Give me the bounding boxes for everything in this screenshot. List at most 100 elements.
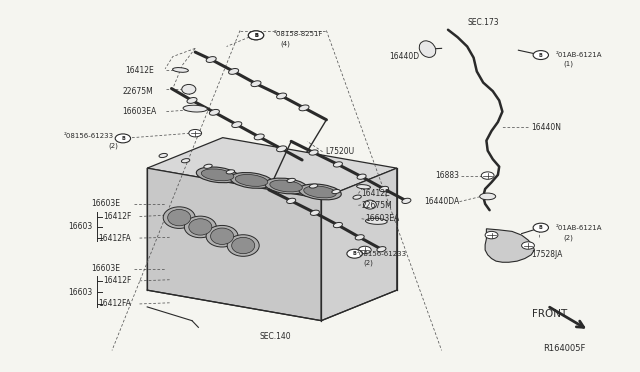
Ellipse shape bbox=[206, 225, 238, 247]
Text: (2): (2) bbox=[563, 234, 573, 241]
Text: R164005F: R164005F bbox=[543, 344, 585, 353]
Circle shape bbox=[533, 51, 548, 60]
Ellipse shape bbox=[163, 207, 195, 228]
Ellipse shape bbox=[226, 170, 235, 174]
Ellipse shape bbox=[356, 185, 371, 189]
Text: ²08158-8251F: ²08158-8251F bbox=[274, 31, 323, 37]
Polygon shape bbox=[147, 138, 397, 199]
Ellipse shape bbox=[332, 189, 340, 194]
Text: 16440DA: 16440DA bbox=[424, 197, 460, 206]
Text: 16603EA: 16603EA bbox=[365, 214, 399, 223]
Text: 16603EA: 16603EA bbox=[122, 107, 157, 116]
Ellipse shape bbox=[353, 195, 362, 199]
Polygon shape bbox=[485, 229, 534, 262]
Ellipse shape bbox=[159, 153, 168, 158]
Ellipse shape bbox=[377, 247, 386, 252]
Ellipse shape bbox=[276, 93, 287, 99]
Text: B: B bbox=[254, 33, 258, 38]
Ellipse shape bbox=[355, 235, 364, 240]
Ellipse shape bbox=[211, 228, 234, 244]
Ellipse shape bbox=[202, 169, 234, 181]
Ellipse shape bbox=[230, 173, 273, 188]
Ellipse shape bbox=[299, 184, 341, 200]
Ellipse shape bbox=[168, 209, 191, 226]
Text: L7520U: L7520U bbox=[325, 147, 355, 156]
Text: 16603: 16603 bbox=[68, 288, 93, 296]
Text: B: B bbox=[353, 251, 356, 256]
Ellipse shape bbox=[333, 222, 342, 228]
Ellipse shape bbox=[310, 210, 319, 215]
Circle shape bbox=[481, 172, 494, 179]
Text: 16440N: 16440N bbox=[531, 123, 561, 132]
Text: 16412E: 16412E bbox=[362, 189, 390, 198]
Ellipse shape bbox=[276, 146, 287, 152]
Ellipse shape bbox=[299, 105, 309, 111]
Text: (2): (2) bbox=[109, 142, 118, 149]
Text: B: B bbox=[539, 225, 543, 230]
Ellipse shape bbox=[232, 237, 255, 254]
Ellipse shape bbox=[419, 41, 436, 57]
Ellipse shape bbox=[304, 186, 336, 198]
Text: 16412E: 16412E bbox=[125, 66, 154, 75]
Circle shape bbox=[248, 31, 264, 40]
Ellipse shape bbox=[184, 216, 216, 238]
Ellipse shape bbox=[173, 68, 188, 72]
Ellipse shape bbox=[232, 122, 242, 128]
Circle shape bbox=[189, 129, 202, 137]
Ellipse shape bbox=[402, 198, 411, 203]
Circle shape bbox=[115, 134, 131, 143]
Ellipse shape bbox=[209, 109, 220, 115]
Text: (2): (2) bbox=[364, 259, 373, 266]
Ellipse shape bbox=[187, 97, 197, 103]
Circle shape bbox=[533, 223, 548, 232]
Ellipse shape bbox=[236, 174, 268, 186]
Ellipse shape bbox=[309, 184, 318, 188]
Ellipse shape bbox=[227, 235, 259, 256]
Ellipse shape bbox=[287, 178, 296, 183]
Text: 22675M: 22675M bbox=[362, 201, 392, 210]
Text: ²08156-61233: ²08156-61233 bbox=[64, 133, 114, 139]
Text: 16440D: 16440D bbox=[389, 52, 419, 61]
Text: B: B bbox=[121, 136, 125, 141]
Text: SEC.173: SEC.173 bbox=[467, 18, 499, 27]
Text: B: B bbox=[539, 52, 543, 58]
Text: 22675M: 22675M bbox=[123, 87, 154, 96]
Ellipse shape bbox=[228, 68, 239, 74]
Ellipse shape bbox=[364, 200, 376, 209]
Text: ²01AB-6121A: ²01AB-6121A bbox=[556, 225, 602, 231]
Text: ²08156-61233: ²08156-61233 bbox=[357, 251, 407, 257]
Ellipse shape bbox=[333, 162, 342, 167]
Ellipse shape bbox=[196, 167, 239, 183]
Ellipse shape bbox=[265, 178, 307, 194]
Ellipse shape bbox=[183, 105, 207, 112]
Ellipse shape bbox=[189, 219, 212, 235]
Ellipse shape bbox=[251, 81, 261, 87]
Ellipse shape bbox=[270, 180, 302, 192]
Polygon shape bbox=[147, 168, 321, 321]
Text: (1): (1) bbox=[563, 61, 573, 67]
Text: B: B bbox=[254, 33, 258, 38]
Polygon shape bbox=[321, 168, 397, 321]
Ellipse shape bbox=[182, 84, 196, 94]
Ellipse shape bbox=[254, 134, 264, 140]
Ellipse shape bbox=[204, 164, 212, 169]
Text: FRONT: FRONT bbox=[532, 310, 568, 319]
Ellipse shape bbox=[287, 198, 296, 203]
Text: 16412FA: 16412FA bbox=[99, 299, 131, 308]
Text: (4): (4) bbox=[280, 41, 290, 47]
Text: ²01AB-6121A: ²01AB-6121A bbox=[556, 52, 602, 58]
Text: 16883: 16883 bbox=[435, 171, 460, 180]
Circle shape bbox=[347, 249, 362, 258]
Ellipse shape bbox=[365, 218, 387, 224]
Circle shape bbox=[358, 246, 371, 254]
Ellipse shape bbox=[181, 158, 190, 163]
Text: 16603E: 16603E bbox=[92, 264, 120, 273]
Text: 16603E: 16603E bbox=[92, 199, 120, 208]
Text: SEC.140: SEC.140 bbox=[259, 332, 291, 341]
Text: 16603: 16603 bbox=[68, 222, 93, 231]
Circle shape bbox=[248, 31, 264, 40]
Text: 17528JA: 17528JA bbox=[531, 250, 563, 259]
Text: 16412FA: 16412FA bbox=[99, 234, 131, 243]
Circle shape bbox=[522, 242, 534, 249]
Text: 16412F: 16412F bbox=[103, 212, 131, 221]
